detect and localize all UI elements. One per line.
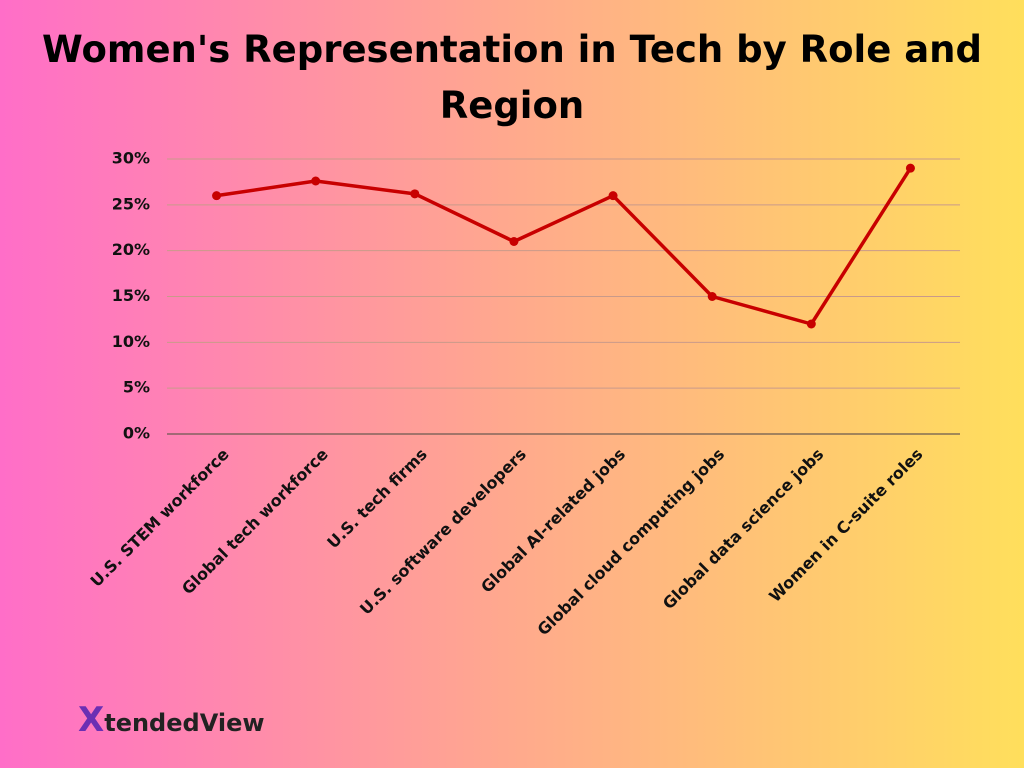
y-tick-label: 30% [112,149,150,168]
chart-title: Women's Representation in Tech by Role a… [42,28,982,127]
y-tick-label: 0% [123,424,150,443]
point [707,292,717,301]
y-tick-label: 15% [112,286,150,305]
point [311,176,321,186]
point [212,191,222,201]
point [905,163,915,173]
line [216,167,912,326]
point [608,191,618,201]
x-tick-label: Global cloud computing jobs [534,445,729,640]
logo-mark: X [78,700,105,740]
y-tick-label: 10% [112,332,150,351]
y-tick-label: 5% [123,378,150,397]
point [806,319,816,329]
x-tick-label: Global data science jobs [659,445,827,613]
point [509,237,519,246]
x-tick-label: U.S. tech firms [323,445,431,553]
y-tick-label: 20% [112,240,150,259]
point [410,189,420,199]
x-tick-label: U.S. software developers [356,445,530,619]
y-tick-label: 25% [112,194,150,213]
logo-text: tendedView [104,709,265,737]
logo: XtendedView [78,700,265,740]
